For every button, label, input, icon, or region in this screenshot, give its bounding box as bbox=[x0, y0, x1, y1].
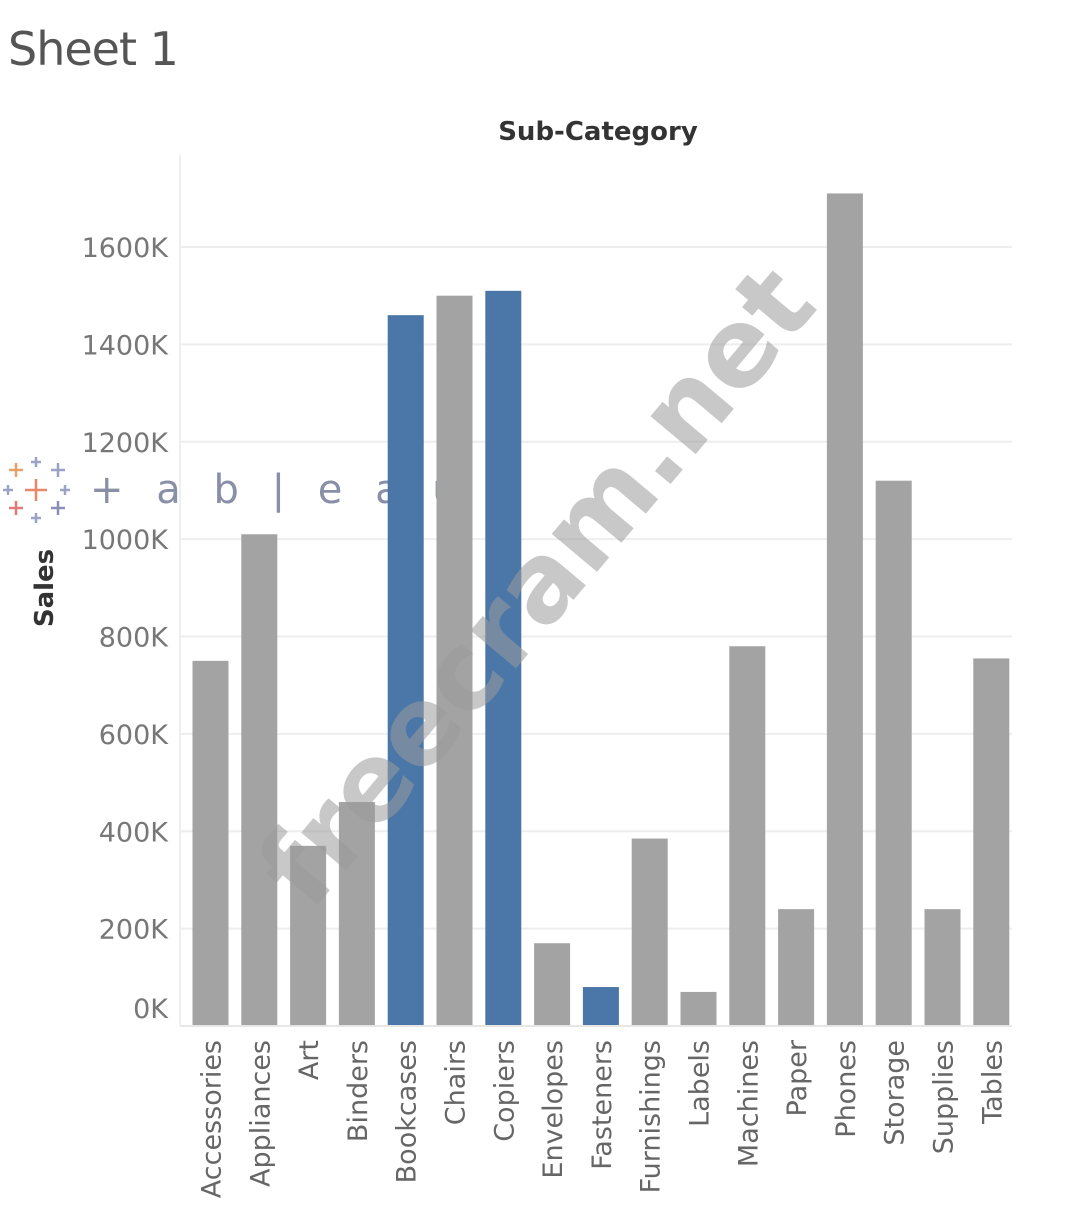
x-category-label: Furnishings bbox=[636, 1040, 667, 1193]
logo-cross bbox=[9, 501, 23, 515]
bar-bookcases[interactable] bbox=[387, 315, 424, 1027]
y-tick-label: 1200K bbox=[82, 428, 170, 459]
bar-envelopes[interactable] bbox=[534, 943, 571, 1026]
bar-phones[interactable] bbox=[826, 193, 863, 1027]
y-tick-label: 0K bbox=[133, 994, 169, 1025]
bar-copiers[interactable] bbox=[485, 290, 522, 1027]
sheet-title: Sheet 1 bbox=[8, 22, 179, 76]
x-category-label: Binders bbox=[343, 1040, 374, 1142]
x-category-label: Machines bbox=[733, 1040, 764, 1167]
x-category-label: Accessories bbox=[197, 1040, 228, 1198]
x-category-label: Appliances bbox=[245, 1040, 276, 1187]
y-tick-label: 1600K bbox=[82, 233, 170, 264]
bar-accessories[interactable] bbox=[192, 660, 229, 1026]
x-axis-category-labels: Accessories Appliances Art Binders Bookcases… bbox=[197, 1039, 1009, 1198]
y-tick-label: 800K bbox=[99, 623, 170, 654]
bar-art[interactable] bbox=[290, 845, 327, 1026]
logo-cross bbox=[31, 457, 41, 467]
bars bbox=[192, 193, 1010, 1027]
x-category-label: Supplies bbox=[929, 1040, 960, 1154]
y-axis-ticks: 0K 200K 400K 600K 800K 1000K 1200K 1400K 1600K bbox=[82, 233, 170, 1025]
x-category-label: Copiers bbox=[489, 1040, 520, 1142]
y-axis-title: Sales bbox=[30, 549, 60, 627]
bar-paper[interactable] bbox=[778, 909, 815, 1026]
bar-chairs[interactable] bbox=[436, 295, 473, 1026]
x-category-label: Paper bbox=[782, 1039, 813, 1116]
x-category-label: Bookcases bbox=[392, 1040, 423, 1183]
logo-cross bbox=[25, 479, 47, 501]
bar-machines[interactable] bbox=[729, 646, 766, 1026]
x-category-label: Chairs bbox=[441, 1040, 472, 1125]
y-tick-label: 200K bbox=[99, 915, 170, 946]
logo-cross bbox=[60, 485, 70, 495]
logo-cross bbox=[9, 463, 23, 477]
bar-tables[interactable] bbox=[973, 658, 1010, 1026]
x-category-label: Phones bbox=[831, 1040, 862, 1138]
bar-binders[interactable] bbox=[338, 802, 375, 1026]
y-tick-label: 600K bbox=[99, 720, 170, 751]
y-tick-label: 1000K bbox=[82, 525, 170, 556]
bar-appliances[interactable] bbox=[241, 534, 278, 1026]
bar-fasteners[interactable] bbox=[582, 987, 619, 1026]
x-category-label: Art bbox=[294, 1040, 325, 1080]
x-category-label: Fasteners bbox=[587, 1040, 618, 1170]
x-category-label: Tables bbox=[977, 1040, 1008, 1125]
y-tick-label: 400K bbox=[99, 817, 170, 848]
x-category-label: Envelopes bbox=[538, 1040, 569, 1179]
logo-cross bbox=[51, 501, 65, 515]
bar-furnishings[interactable] bbox=[631, 838, 668, 1026]
bar-storage[interactable] bbox=[875, 480, 912, 1026]
bar-labels[interactable] bbox=[680, 991, 717, 1026]
logo-cross bbox=[51, 463, 65, 477]
x-category-label: Labels bbox=[685, 1040, 716, 1127]
logo-cross bbox=[31, 513, 41, 523]
y-tick-label: 1400K bbox=[82, 330, 170, 361]
bar-supplies[interactable] bbox=[924, 909, 961, 1026]
x-category-label: Storage bbox=[880, 1040, 911, 1146]
logo-cross bbox=[3, 485, 13, 495]
x-axis-title: Sub-Category bbox=[498, 117, 698, 147]
